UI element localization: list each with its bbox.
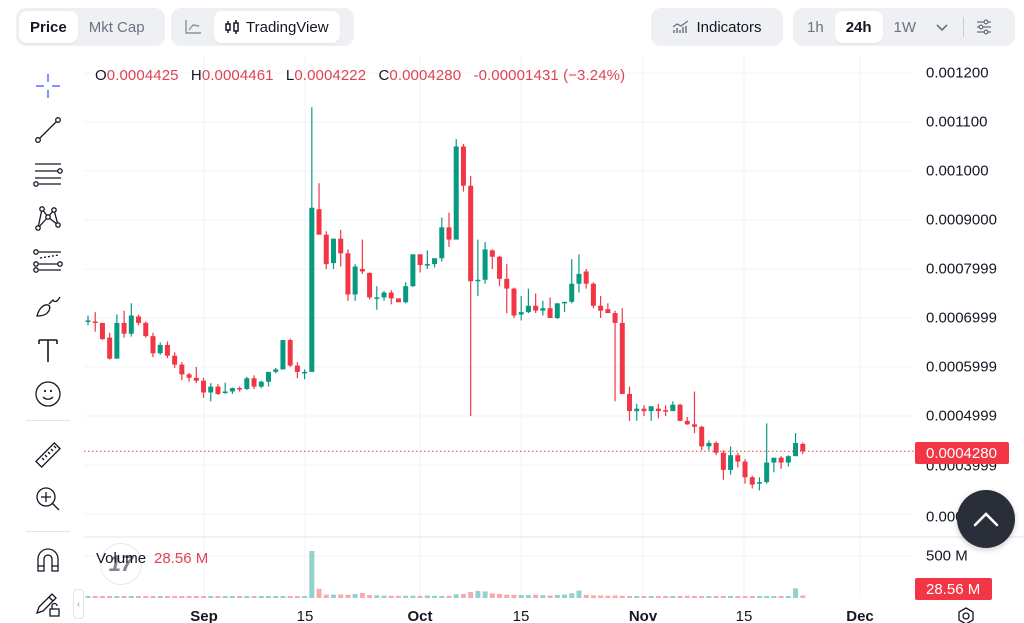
lock-drawings-tool[interactable] [30,586,66,622]
tradingview-label: TradingView [246,18,329,36]
time-tick: 15 [512,608,530,623]
tradingview-button[interactable]: TradingView [214,11,340,43]
time-tick: Sep [190,608,218,623]
time-tick: 15 [296,608,314,623]
time-tick: 15 [735,608,753,623]
high-key: H [190,67,202,84]
tradingview-logo[interactable]: 17 [100,543,142,585]
chart-style-toggle: TradingView [171,8,354,46]
price-tick: 0.001200 [926,64,989,82]
indicators-button[interactable]: Indicators [651,8,783,46]
magnet-tool[interactable] [30,542,66,578]
crosshair-tool[interactable] [30,68,66,104]
low-value: 0.0004222 [294,67,367,84]
zoom-in-tool[interactable] [30,481,66,517]
scroll-to-top-button[interactable] [957,490,1015,548]
more-intervals-button[interactable] [927,11,957,43]
open-value: 0.0004425 [106,67,179,84]
zoom-in-icon [36,487,60,511]
brush-icon [36,296,61,317]
chevron-down-icon [936,24,948,32]
data-type-toggle: Price Mkt Cap [16,8,165,46]
drawing-toolbar: ‹ [0,56,84,623]
current-price-tag: 0.0004280 [915,442,1009,464]
toolbar-divider [26,531,70,532]
line-chart-button[interactable] [174,11,214,43]
price-tick: 0.0004999 [926,407,997,425]
trend-line-tool[interactable] [30,112,66,148]
horizontal-lines-icon [33,163,63,187]
emoji-tool[interactable] [30,376,66,412]
ruler-icon [35,442,61,468]
volume-legend: Volume 28.56 M [96,550,208,567]
tab-mkt-cap[interactable]: Mkt Cap [88,18,145,36]
time-axis[interactable]: Sep 15 Oct 15 Nov 15 Dec [84,600,912,623]
gear-icon [958,607,974,623]
price-tick: 0.0005999 [926,358,997,376]
time-tick: Oct [407,608,433,623]
tab-price[interactable]: Price [19,11,78,43]
price-change: -0.00001431 (−3.24%) [473,67,626,84]
close-value: 0.0004280 [389,67,462,84]
price-tick: 0.0009000 [926,211,997,229]
open-key: O [95,67,107,84]
ohlc-legend: O0.0004425 H0.0004461 L0.0004222 C0.0004… [95,67,633,84]
price-axis[interactable]: 0.001200 0.001100 0.001000 0.0009000 0.0… [912,56,1024,600]
indicators-label: Indicators [696,18,762,36]
volume-label: Volume [96,550,147,567]
interval-toggle: 1h 24h 1W [793,8,1015,46]
current-volume-tag: 28.56 M [915,578,993,600]
volume-axis-tick: 500 M [926,547,968,565]
volume-value: 28.56 M [154,550,209,567]
sliders-icon [977,19,992,35]
pattern-tool[interactable] [30,200,66,236]
price-tick: 0.001000 [926,162,989,180]
time-tick: Nov [628,608,658,623]
text-tool[interactable] [30,332,66,368]
chart-settings-gear[interactable] [955,606,977,623]
horizontal-lines-tool[interactable] [30,156,66,192]
pencil-lock-icon [35,593,60,617]
divider [963,17,965,37]
low-key: L [285,67,295,84]
price-tick: 0.0007999 [926,260,997,278]
measure-tool[interactable] [30,437,66,473]
close-key: C [378,67,390,84]
text-icon [38,339,58,362]
trend-line-icon [35,117,61,143]
time-tick: Dec [846,608,874,623]
interval-1w[interactable]: 1W [893,18,917,36]
candlestick-icon [225,20,239,34]
interval-24h[interactable]: 24h [834,11,883,43]
smiley-icon [35,381,61,407]
high-value: 0.0004461 [201,67,274,84]
collapse-toolbar-button[interactable]: ‹ [73,589,84,619]
brush-tool[interactable] [30,288,66,324]
chart-header: Price Mkt Cap TradingView Indicators 1h … [0,0,1024,54]
fib-retracement-icon [33,249,63,273]
price-tick: 0.0006999 [926,309,997,327]
chevron-up-icon [973,512,999,527]
magnet-icon [37,548,59,572]
line-chart-icon [185,20,201,34]
crosshair-icon [36,74,60,98]
xabcd-pattern-icon [35,206,61,231]
chart-settings-button[interactable] [970,11,998,43]
fib-retracement-tool[interactable] [30,244,66,280]
indicators-icon [673,20,689,33]
price-tick: 0.001100 [926,113,988,131]
toolbar-divider [26,420,70,421]
interval-1h[interactable]: 1h [807,18,824,36]
